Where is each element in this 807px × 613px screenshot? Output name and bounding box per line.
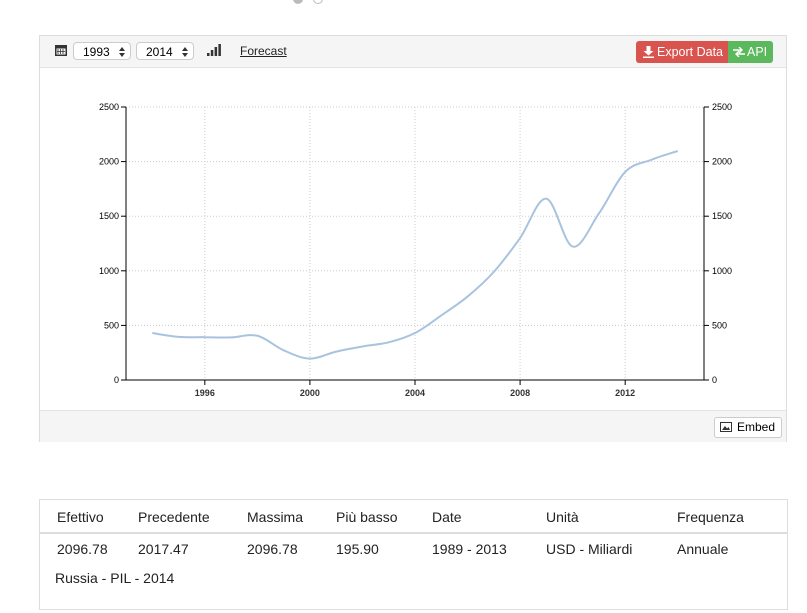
toolbar: 1993 2014 Forecast Export Data API bbox=[40, 36, 786, 68]
dot[interactable] bbox=[293, 0, 303, 4]
column-header: Più basso bbox=[336, 509, 398, 525]
y-tick-label: 2000 bbox=[99, 157, 119, 167]
button-label: Embed bbox=[736, 420, 775, 434]
y2-tick-label: 2000 bbox=[712, 157, 732, 167]
cell: 1989 - 2013 bbox=[432, 541, 507, 557]
cell: 2096.78 bbox=[57, 541, 108, 557]
end-year-select[interactable]: 2014 bbox=[136, 42, 194, 60]
x-tick-label: 2012 bbox=[615, 388, 635, 398]
embed-button[interactable]: Embed bbox=[713, 417, 782, 438]
chart-panel: 1993 2014 Forecast Export Data API 0 500 1… bbox=[39, 35, 787, 442]
cell: Annuale bbox=[677, 541, 729, 557]
data-line bbox=[152, 150, 679, 360]
image-icon bbox=[719, 422, 732, 432]
column-header: Unità bbox=[546, 509, 579, 525]
y2-tick-label: 2500 bbox=[712, 102, 732, 112]
column-header: Efettivo bbox=[57, 509, 104, 525]
cell: USD - Miliardi bbox=[546, 541, 633, 557]
table-caption: Russia - PIL - 2014 bbox=[55, 570, 175, 586]
y-tick-label: 1500 bbox=[99, 211, 119, 221]
column-header: Date bbox=[432, 509, 462, 525]
column-header: Frequenza bbox=[677, 509, 744, 525]
x-tick-label: 2000 bbox=[300, 388, 320, 398]
cell: 195.90 bbox=[336, 541, 379, 557]
x-tick-label: 2004 bbox=[405, 388, 425, 398]
column-header: Precedente bbox=[138, 509, 210, 525]
x-tick-label: 2008 bbox=[510, 388, 530, 398]
x-tick-label: 1996 bbox=[195, 388, 215, 398]
api-button[interactable]: API bbox=[728, 41, 773, 63]
column-header: Massima bbox=[247, 509, 304, 525]
select-arrows bbox=[119, 47, 125, 57]
cell: 2017.47 bbox=[138, 541, 189, 557]
calendar-icon bbox=[55, 45, 67, 56]
stats-table: Efettivo Precedente Massima Più basso Date Un… bbox=[39, 499, 788, 610]
header-rule bbox=[40, 532, 787, 534]
y2-tick-label: 1000 bbox=[712, 266, 732, 276]
exchange-icon bbox=[733, 47, 745, 57]
y-tick-label: 2500 bbox=[99, 102, 119, 112]
y-tick-label: 1000 bbox=[99, 266, 119, 276]
download-icon bbox=[643, 46, 654, 58]
y-tick-label: 500 bbox=[104, 320, 119, 330]
y-tick-label: 0 bbox=[114, 375, 119, 385]
chart-footer: Embed bbox=[40, 410, 786, 442]
select-value: 2014 bbox=[146, 45, 173, 59]
select-arrows bbox=[182, 47, 188, 57]
y2-tick-label: 500 bbox=[712, 320, 727, 330]
start-year-select[interactable]: 1993 bbox=[73, 42, 131, 60]
button-label: Export Data bbox=[657, 45, 724, 59]
button-label: API bbox=[747, 45, 768, 59]
carousel-dots bbox=[293, 0, 323, 4]
export-button[interactable]: Export Data bbox=[636, 41, 728, 63]
dot[interactable] bbox=[313, 0, 323, 4]
forecast-link[interactable]: Forecast bbox=[240, 44, 287, 58]
chart: 0 500 1000 1500 2000 2500 0 500 1000 1500 2000 2500… bbox=[99, 102, 732, 398]
cell: 2096.78 bbox=[247, 541, 298, 557]
chart-type-icon[interactable] bbox=[207, 43, 221, 57]
y2-tick-label: 0 bbox=[712, 375, 717, 385]
select-value: 1993 bbox=[83, 45, 110, 59]
y2-tick-label: 1500 bbox=[712, 211, 732, 221]
